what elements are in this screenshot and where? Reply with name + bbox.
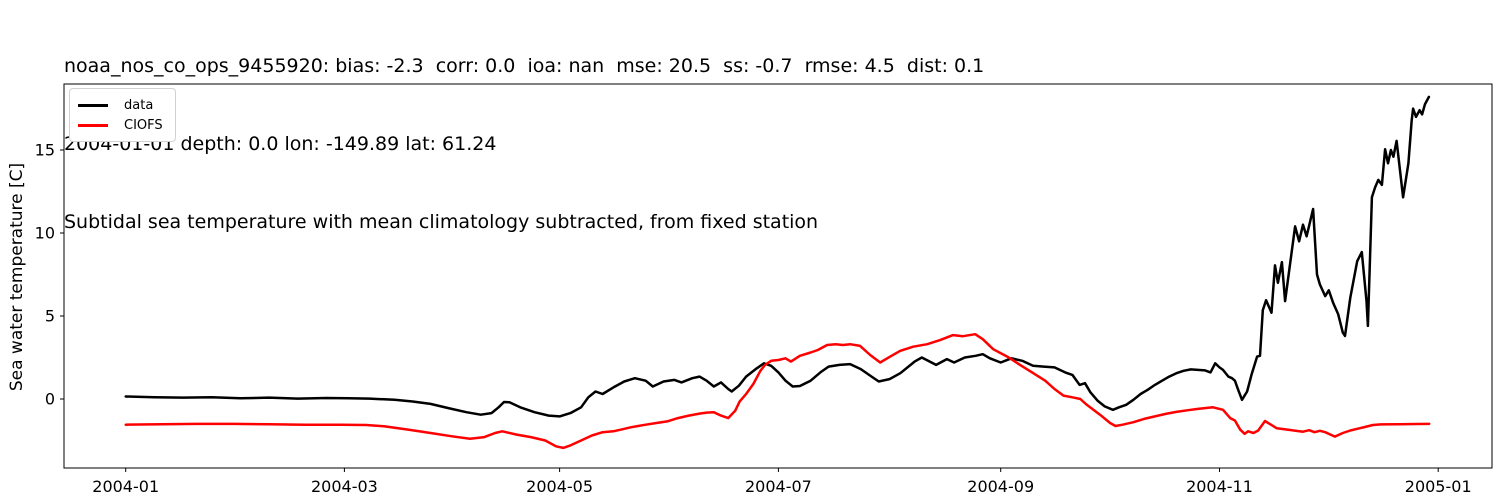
title-line-station-meta: 2004-01-01 depth: 0.0 lon: -149.89 lat: … — [64, 133, 497, 155]
legend-label-data: data — [124, 97, 154, 113]
ciofs-line-swatch — [78, 123, 108, 127]
x-tick-label: 2005-01 — [1405, 477, 1472, 496]
data-line-swatch — [78, 103, 108, 107]
legend: data CIOFS — [69, 88, 176, 142]
legend-item-data: data — [78, 95, 163, 115]
y-tick-label: 0 — [45, 390, 55, 409]
y-tick-label: 10 — [35, 224, 55, 243]
x-tick-label: 2004-09 — [967, 477, 1034, 496]
y-tick-label: 5 — [45, 307, 55, 326]
x-tick-label: 2004-11 — [1186, 477, 1253, 496]
x-tick-label: 2004-05 — [526, 477, 593, 496]
x-tick-label: 2004-07 — [745, 477, 812, 496]
chart-title: noaa_nos_co_ops_9455920: bias: -2.3 corr… — [64, 1, 984, 287]
ciofs-series-line — [124, 332, 1431, 450]
legend-label-ciofs: CIOFS — [124, 117, 163, 133]
x-tick-label: 2004-03 — [311, 477, 378, 496]
data-series-line — [124, 95, 1431, 418]
legend-item-ciofs: CIOFS — [78, 115, 163, 135]
x-tick-label: 2004-01 — [92, 477, 159, 496]
y-tick-label: 15 — [35, 141, 55, 160]
title-line-stats: noaa_nos_co_ops_9455920: bias: -2.3 corr… — [64, 55, 985, 77]
title-line-description: Subtidal sea temperature with mean clima… — [64, 211, 819, 233]
